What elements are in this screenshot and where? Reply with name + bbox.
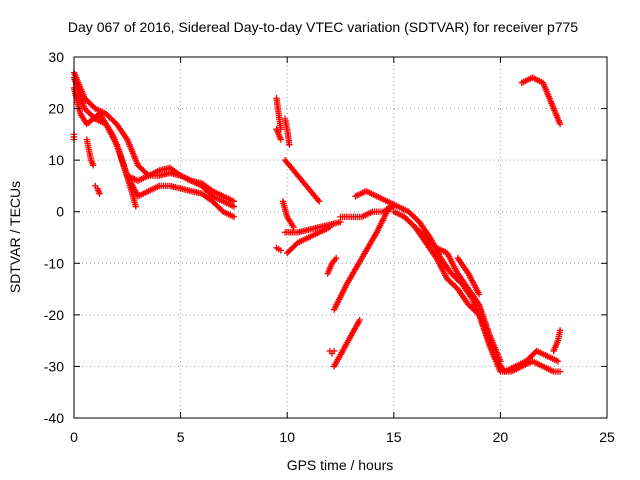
y-tick-label: -10 bbox=[44, 255, 64, 271]
grid-lines bbox=[74, 57, 607, 418]
data-point bbox=[89, 162, 97, 169]
x-tick-label: 25 bbox=[599, 429, 615, 445]
series-track-10 bbox=[281, 115, 293, 148]
series-track-07 bbox=[124, 164, 238, 205]
y-tick-label: -30 bbox=[44, 358, 64, 374]
series-track-15 bbox=[284, 223, 334, 257]
data-point bbox=[356, 316, 363, 324]
y-tick-label: 20 bbox=[48, 101, 64, 117]
data-point bbox=[475, 291, 483, 298]
data-point bbox=[230, 213, 238, 221]
y-tick-label: 10 bbox=[48, 152, 64, 168]
x-tick-label: 5 bbox=[177, 429, 185, 445]
series-track-18 bbox=[326, 347, 338, 357]
y-tick-label: 30 bbox=[48, 49, 64, 65]
plot-frame bbox=[73, 56, 608, 419]
series-track-16 bbox=[324, 254, 340, 277]
series-track-05 bbox=[92, 182, 103, 197]
series-track-19 bbox=[330, 316, 363, 370]
x-tick-label: 20 bbox=[493, 429, 509, 445]
y-tick-label: -20 bbox=[44, 307, 64, 323]
data-point bbox=[96, 190, 103, 197]
x-tick-labels: 0 5 10 15 20 25 bbox=[70, 429, 615, 445]
tick-marks bbox=[73, 56, 608, 419]
data-point bbox=[330, 347, 338, 355]
series-track-13 bbox=[273, 244, 285, 254]
chart-title: Day 067 of 2016, Sidereal Day-to-day VTE… bbox=[68, 19, 578, 35]
data-point bbox=[497, 358, 504, 365]
data-point bbox=[132, 203, 140, 210]
x-tick-label: 15 bbox=[386, 429, 402, 445]
data-point bbox=[286, 141, 293, 148]
series-track-04 bbox=[83, 136, 97, 169]
x-axis-label: GPS time / hours bbox=[287, 457, 394, 473]
y-tick-label: 0 bbox=[56, 204, 64, 220]
series-track-25 bbox=[518, 74, 564, 128]
data-point bbox=[277, 136, 285, 143]
data-point bbox=[230, 198, 238, 205]
data-point bbox=[277, 247, 285, 254]
series-track-23 bbox=[411, 223, 504, 365]
series-track-09 bbox=[273, 126, 285, 143]
x-tick-label: 10 bbox=[279, 429, 295, 445]
series-track-26 bbox=[550, 327, 564, 355]
data-points bbox=[70, 69, 564, 375]
y-tick-label: -40 bbox=[44, 410, 64, 426]
series-track-02 bbox=[70, 74, 238, 221]
x-tick-label: 0 bbox=[70, 429, 78, 445]
series-track-20 bbox=[337, 203, 397, 221]
series-track-11 bbox=[281, 156, 323, 205]
series-track-12 bbox=[279, 198, 297, 231]
data-point bbox=[556, 368, 564, 375]
y-axis-label: SDTVAR / TECUs bbox=[7, 181, 23, 293]
data-point bbox=[556, 327, 564, 334]
data-point bbox=[333, 254, 340, 262]
data-point bbox=[315, 198, 323, 205]
series-track-08 bbox=[273, 95, 285, 133]
data-point bbox=[556, 120, 564, 128]
data-marker bbox=[314, 196, 322, 204]
series-track-24 bbox=[454, 254, 483, 298]
data-point bbox=[554, 358, 562, 365]
data-point bbox=[326, 223, 334, 231]
y-tick-labels: 30 20 10 0 -10 -20 -30 -40 bbox=[44, 49, 64, 426]
series-track-14 bbox=[281, 218, 344, 236]
